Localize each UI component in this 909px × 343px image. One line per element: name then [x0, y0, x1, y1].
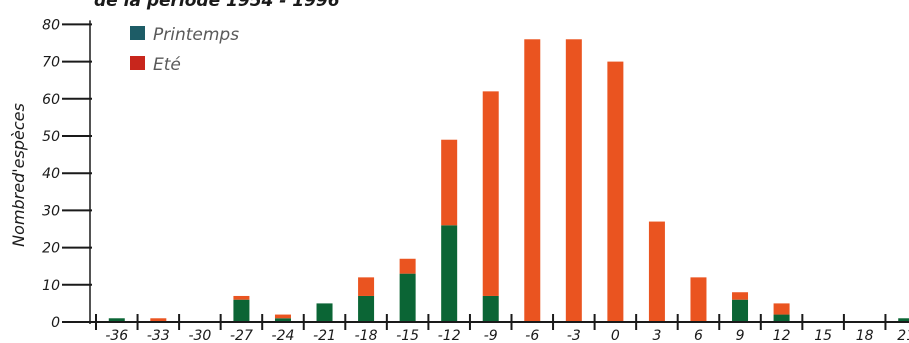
- bar-ete--12: [441, 139, 458, 226]
- bar-ete-12: [773, 303, 790, 315]
- bar-ete--15: [399, 258, 416, 274]
- bar-ete-6: [690, 277, 707, 322]
- x-tick-label: -18: [355, 328, 378, 343]
- x-tick-label: -9: [484, 328, 498, 343]
- bar-ete--18: [358, 277, 375, 296]
- x-tick-label: 9: [736, 328, 745, 343]
- legend-label-ete: Eté: [153, 55, 181, 75]
- x-tick-label: -15: [396, 328, 419, 343]
- x-tick-label: 12: [773, 328, 791, 343]
- y-tick-label: 40: [42, 166, 60, 182]
- y-tick-label: 0: [51, 315, 60, 331]
- x-tick-label: -27: [230, 328, 253, 343]
- legend: Printemps Eté: [130, 25, 239, 75]
- bar-ete--6: [524, 39, 541, 322]
- x-tick-label: -12: [438, 328, 461, 343]
- legend-label-printemps: Printemps: [153, 25, 239, 45]
- x-tick-label: -30: [188, 328, 211, 343]
- bar-printemps--12: [441, 225, 458, 322]
- y-tick-label: 50: [42, 129, 60, 145]
- bar-ete--9: [482, 91, 499, 296]
- y-axis: 0 10 20 30 40 50 60 70 80: [42, 17, 92, 331]
- y-axis-label: Nombred'espèces: [9, 103, 28, 247]
- x-axis: -36 -33 -30 -27 -24 -21 -18 -15 -12 -9 -6 -3 0 3 6 9 12 1…: [72, 314, 909, 343]
- y-tick-label: 30: [42, 203, 60, 219]
- legend-swatch-ete: [130, 56, 145, 70]
- y-tick-label: 70: [42, 55, 60, 71]
- x-tick-label: 21: [897, 328, 909, 343]
- bar-printemps--21: [316, 303, 333, 322]
- bar-printemps--18: [358, 295, 375, 322]
- bar-ete-3: [648, 221, 665, 322]
- bars: [108, 39, 909, 322]
- x-tick-label: 15: [814, 328, 832, 343]
- x-tick-label: -33: [147, 328, 170, 343]
- y-tick-label: 80: [42, 17, 60, 33]
- x-tick-label: -36: [105, 328, 128, 343]
- bar-printemps--24: [274, 318, 291, 322]
- bar-ete--3: [565, 39, 582, 322]
- legend-swatch-printemps: [130, 26, 145, 40]
- bar-printemps-21: [898, 318, 909, 322]
- chart-title: de la période 1954 - 1996: [94, 0, 340, 11]
- x-tick-label: 18: [856, 328, 874, 343]
- bar-printemps--36: [108, 318, 125, 322]
- y-tick-label: 20: [42, 241, 60, 257]
- x-tick-label: 3: [652, 328, 661, 343]
- bar-printemps-12: [773, 314, 790, 322]
- bar-ete--27: [233, 295, 250, 300]
- x-tick-label: -3: [567, 328, 581, 343]
- bar-ete-0: [607, 61, 624, 322]
- y-tick-label: 10: [42, 278, 60, 294]
- x-tick-label: 0: [611, 328, 620, 343]
- y-tick-label: 60: [42, 92, 60, 108]
- bar-printemps-9: [732, 299, 749, 322]
- x-tick-label: -24: [272, 328, 295, 343]
- bar-printemps--27: [233, 299, 250, 322]
- bar-ete--24: [274, 314, 291, 319]
- bar-ete--33: [150, 318, 167, 322]
- x-tick-label: -6: [525, 328, 539, 343]
- bar-printemps--15: [399, 273, 416, 322]
- bar-printemps--9: [482, 295, 499, 322]
- bar-ete-9: [732, 292, 749, 300]
- x-tick-label: -21: [313, 328, 336, 343]
- x-tick-label: 6: [694, 328, 703, 343]
